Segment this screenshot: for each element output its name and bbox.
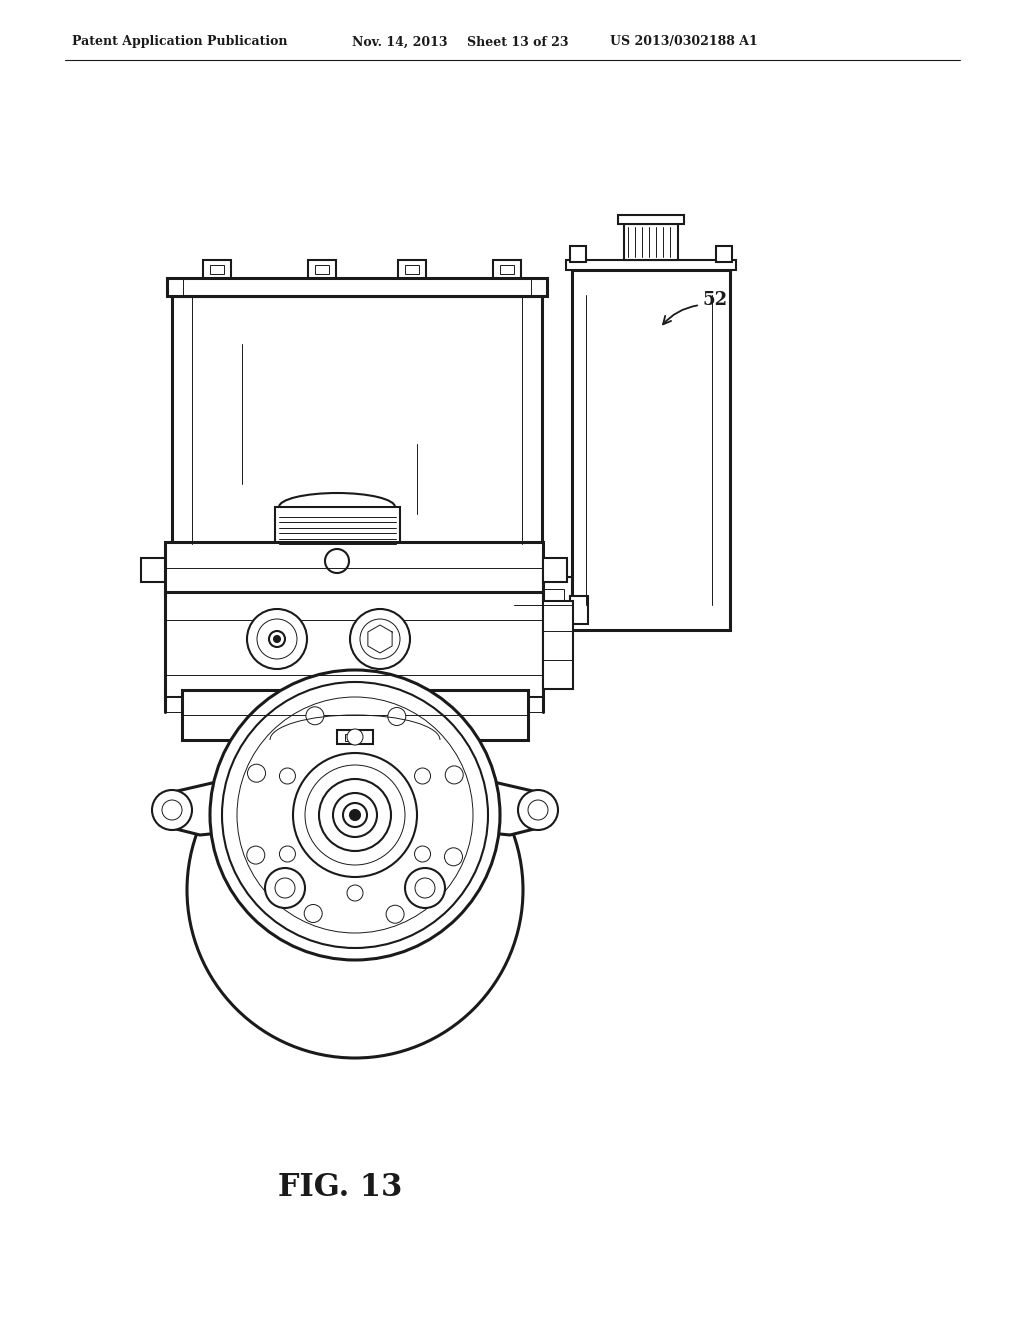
Circle shape <box>293 752 417 876</box>
Circle shape <box>274 636 280 642</box>
Bar <box>275 507 400 549</box>
Circle shape <box>325 549 349 573</box>
Bar <box>308 260 336 279</box>
Bar <box>167 279 547 296</box>
Circle shape <box>319 779 391 851</box>
Circle shape <box>518 789 558 830</box>
Circle shape <box>162 800 182 820</box>
Bar <box>570 246 586 261</box>
Bar <box>618 215 684 224</box>
Circle shape <box>280 846 296 862</box>
Circle shape <box>222 682 488 948</box>
Circle shape <box>528 800 548 820</box>
Bar <box>566 260 736 271</box>
Bar <box>203 260 231 279</box>
Circle shape <box>388 708 406 726</box>
Circle shape <box>406 869 445 908</box>
Circle shape <box>305 766 406 865</box>
Circle shape <box>350 609 410 669</box>
Bar <box>345 734 355 741</box>
Bar <box>543 601 573 689</box>
Circle shape <box>247 846 265 865</box>
Circle shape <box>386 906 404 923</box>
Text: Sheet 13 of 23: Sheet 13 of 23 <box>467 36 568 49</box>
Bar <box>493 260 521 279</box>
Circle shape <box>237 697 473 933</box>
Circle shape <box>152 789 193 830</box>
Bar <box>337 730 373 744</box>
Bar <box>315 265 329 275</box>
Bar <box>624 224 678 260</box>
Bar <box>141 558 165 582</box>
Bar <box>514 577 572 632</box>
Bar <box>500 265 514 275</box>
Circle shape <box>275 878 295 898</box>
Bar <box>165 697 543 711</box>
Circle shape <box>265 869 305 908</box>
Bar <box>570 597 588 624</box>
Text: Nov. 14, 2013: Nov. 14, 2013 <box>352 36 447 49</box>
Circle shape <box>280 768 296 784</box>
Bar <box>572 271 730 630</box>
Circle shape <box>347 884 362 902</box>
Text: FIG. 13: FIG. 13 <box>278 1172 402 1204</box>
Bar <box>520 589 564 624</box>
Bar <box>406 265 419 275</box>
Circle shape <box>415 846 430 862</box>
Circle shape <box>444 847 463 866</box>
Circle shape <box>248 764 265 783</box>
Circle shape <box>415 878 435 898</box>
Circle shape <box>210 671 500 960</box>
Text: Patent Application Publication: Patent Application Publication <box>72 36 288 49</box>
Bar <box>398 260 426 279</box>
Bar <box>543 558 567 582</box>
Circle shape <box>445 766 463 784</box>
Bar <box>165 543 543 594</box>
Bar <box>182 690 528 741</box>
Circle shape <box>343 803 367 828</box>
Circle shape <box>415 768 430 784</box>
Circle shape <box>306 706 324 725</box>
Bar <box>165 591 543 697</box>
Bar <box>527 675 561 685</box>
Circle shape <box>257 619 297 659</box>
Circle shape <box>360 619 400 659</box>
Bar <box>172 296 542 544</box>
Circle shape <box>247 609 307 669</box>
Bar <box>535 630 553 677</box>
Bar <box>210 265 224 275</box>
Text: 52: 52 <box>703 290 728 309</box>
Circle shape <box>304 904 323 923</box>
Polygon shape <box>160 741 550 895</box>
Circle shape <box>350 810 360 820</box>
Bar <box>716 246 732 261</box>
Circle shape <box>333 793 377 837</box>
Circle shape <box>347 729 362 744</box>
Circle shape <box>187 722 523 1059</box>
Circle shape <box>269 631 285 647</box>
Text: US 2013/0302188 A1: US 2013/0302188 A1 <box>610 36 758 49</box>
